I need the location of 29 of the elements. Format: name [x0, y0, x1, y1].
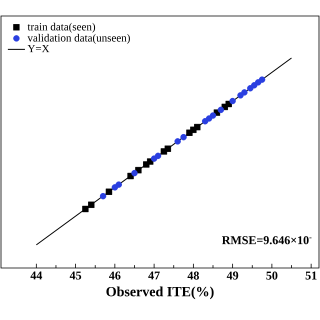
point [174, 138, 181, 145]
x-tick-label: 50 [266, 272, 278, 280]
point [258, 76, 266, 83]
x-axis-title: Observed ITE(%) [106, 286, 214, 300]
legend-label: train data(seen) [28, 22, 96, 33]
x-tick-label: 51 [306, 272, 317, 280]
x-tick-label: 47 [148, 272, 160, 280]
x-tick-label: 44 [30, 272, 42, 280]
x-tick-label: 48 [188, 272, 199, 280]
x-tick-label: 45 [70, 272, 82, 280]
point [229, 98, 236, 104]
point [218, 106, 224, 114]
point [82, 206, 89, 212]
point [164, 146, 172, 152]
point [88, 202, 94, 208]
point [210, 112, 216, 119]
legend-label: validation data(unseen) [27, 34, 130, 44]
point [100, 192, 106, 200]
point [106, 188, 112, 195]
legend-label: Y=X [28, 44, 50, 52]
x-tick-label: 49 [226, 272, 238, 280]
point [154, 152, 162, 160]
point [131, 170, 138, 176]
point [194, 124, 200, 130]
annotation: RMSE=9.646×10$^{-}$ [222, 236, 312, 244]
point [116, 181, 122, 188]
point [241, 89, 248, 96]
point [180, 134, 187, 140]
x-tick-label: 46 [109, 272, 120, 280]
